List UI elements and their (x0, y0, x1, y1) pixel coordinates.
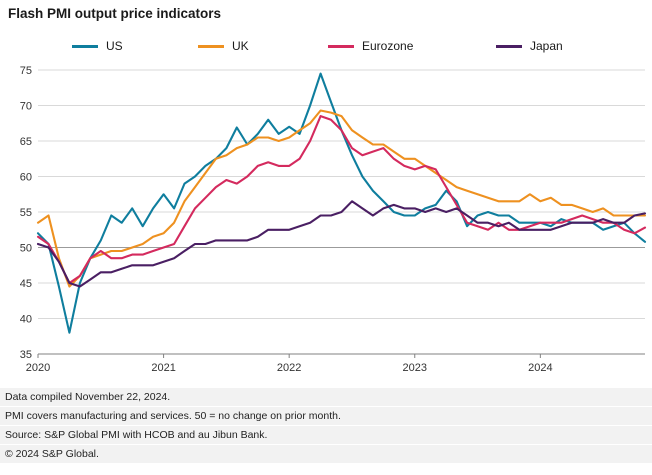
legend-item-uk: UK (198, 36, 249, 56)
y-axis-label-75: 75 (20, 65, 32, 77)
x-axis-label-2022: 2022 (277, 362, 301, 374)
uk-line-swatch (198, 44, 224, 48)
eurozone-line-swatch (328, 44, 354, 48)
y-axis-label-55: 55 (20, 207, 32, 219)
footnote-source: Source: S&P Global PMI with HCOB and au … (0, 426, 652, 445)
series-line-eurozone (36, 115, 647, 285)
chart-title: Flash PMI output price indicators (8, 6, 222, 21)
series-line-us (36, 72, 647, 334)
y-axis-label-45: 45 (20, 278, 32, 290)
x-axis-label-2020: 2020 (26, 362, 50, 374)
pmi-line-chart: 35 40 45 50 55 60 65 70 75 2020 2021 2022 2023 2024 (20, 65, 647, 374)
chart-legend: US UK Eurozone Japan (0, 36, 652, 56)
us-line-swatch (72, 44, 98, 48)
legend-label-us: US (106, 39, 123, 53)
x-axis-label-2023: 2023 (403, 362, 427, 374)
legend-label-uk: UK (232, 39, 249, 53)
y-axis-label-50: 50 (20, 243, 32, 255)
japan-line-swatch (496, 44, 522, 48)
y-axis-label-70: 70 (20, 101, 32, 113)
legend-label-japan: Japan (530, 39, 563, 53)
y-axis-label-40: 40 (20, 314, 32, 326)
legend-item-us: US (72, 36, 123, 56)
series-line-japan (36, 200, 647, 288)
y-axis-label-65: 65 (20, 136, 32, 148)
legend-item-japan: Japan (496, 36, 563, 56)
y-axis-label-35: 35 (20, 349, 32, 361)
footnote-coverage: PMI covers manufacturing and services. 5… (0, 407, 652, 426)
x-axis-label-2021: 2021 (151, 362, 175, 374)
footnote-copyright: © 2024 S&P Global. (0, 445, 652, 464)
x-axis-label-2024: 2024 (528, 362, 552, 374)
legend-label-eurozone: Eurozone (362, 39, 414, 53)
footnote-compiled: Data compiled November 22, 2024. (0, 388, 652, 407)
series-line-uk (36, 109, 647, 288)
legend-item-eurozone: Eurozone (328, 36, 413, 56)
chart-footnotes: Data compiled November 22, 2024. PMI cov… (0, 388, 652, 464)
y-axis-label-60: 60 (20, 172, 32, 184)
